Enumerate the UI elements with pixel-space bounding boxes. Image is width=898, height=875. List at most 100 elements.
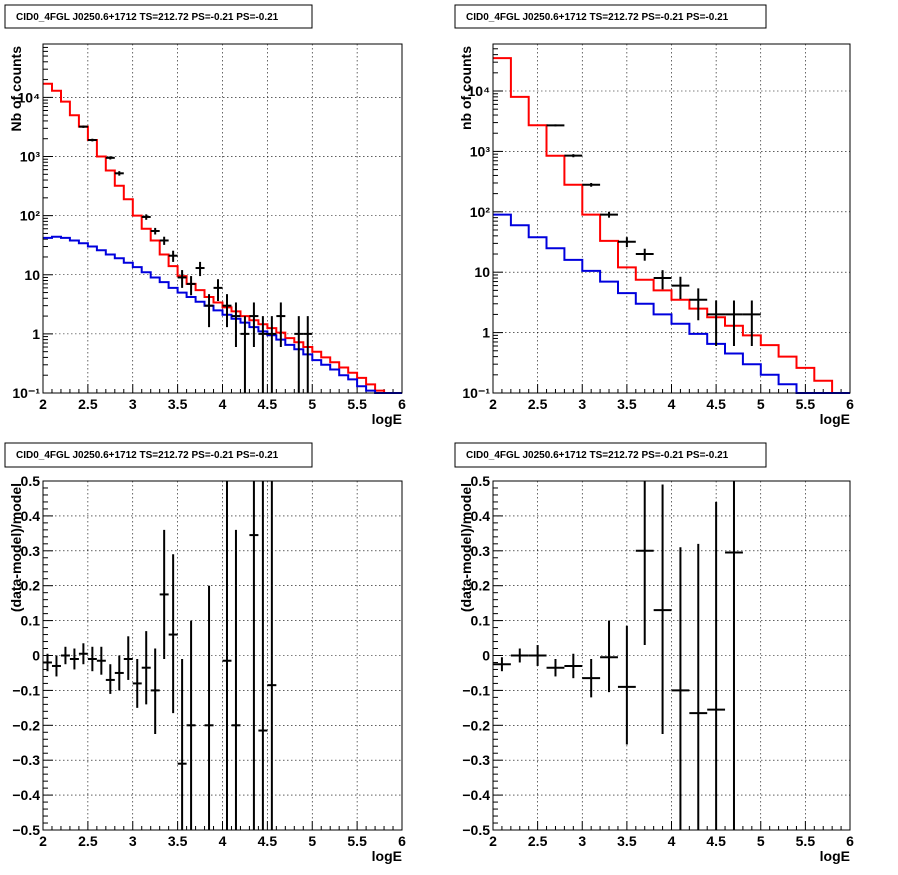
data-point xyxy=(177,658,187,830)
x-tick-label: 4.5 xyxy=(258,396,278,412)
y-tick-label: 0.1 xyxy=(21,613,41,629)
y-tick-label: −0.2 xyxy=(462,717,490,733)
y-tick-label: 0 xyxy=(482,648,490,664)
y-tick-label: 10⁴ xyxy=(18,89,41,105)
x-tick-label: 3.5 xyxy=(168,833,188,849)
data-point xyxy=(742,300,761,346)
title-box xyxy=(454,4,767,29)
data-point xyxy=(564,653,583,679)
data-point xyxy=(635,481,654,646)
chart-panel-4: CID0_4FGL J0250.6+1712 TS=212.72 PS=-0.2… xyxy=(454,442,854,864)
model-total-line xyxy=(43,82,402,394)
data-point xyxy=(258,481,268,830)
data-point xyxy=(168,250,178,262)
data-point xyxy=(186,620,196,830)
x-tick-label: 4 xyxy=(668,833,676,849)
data-point xyxy=(222,294,232,328)
data-point xyxy=(258,316,268,393)
data-point xyxy=(105,664,115,694)
data-point xyxy=(141,631,151,705)
data-point xyxy=(276,302,286,347)
x-tick-label: 4 xyxy=(668,396,676,412)
x-tick-label: 3 xyxy=(578,396,586,412)
x-tick-label: 5.5 xyxy=(347,833,367,849)
data-point xyxy=(510,648,529,663)
data-point xyxy=(707,300,726,346)
y-tick-label: −0.4 xyxy=(462,787,490,803)
x-tick-label: 2 xyxy=(489,833,497,849)
data-point xyxy=(653,270,672,290)
y-axis-label: nb of counts xyxy=(458,46,474,130)
data-point xyxy=(231,529,241,830)
x-tick-label: 3 xyxy=(129,396,137,412)
data-point xyxy=(600,620,618,693)
data-point xyxy=(213,279,223,301)
x-tick-label: 2.5 xyxy=(528,396,548,412)
chart-title: CID0_4FGL J0250.6+1712 TS=212.72 PS=-0.2… xyxy=(466,450,729,461)
y-tick-label: 10³ xyxy=(470,143,491,159)
data-point xyxy=(671,276,690,299)
x-tick-label: 3.5 xyxy=(617,833,637,849)
data-point xyxy=(87,646,97,672)
title-box xyxy=(4,4,313,29)
y-tick-label: 10 xyxy=(24,267,40,283)
chart-panel-2: CID0_4FGL J0250.6+1712 TS=212.72 PS=-0.2… xyxy=(454,4,854,427)
model-component-line xyxy=(43,235,402,394)
y-tick-label: −0.2 xyxy=(12,717,40,733)
y-tick-label: 10⁻¹ xyxy=(12,385,40,401)
x-tick-label: 3.5 xyxy=(617,396,637,412)
y-tick-label: −0.4 xyxy=(12,787,40,803)
chart-title: CID0_4FGL J0250.6+1712 TS=212.72 PS=-0.2… xyxy=(16,12,279,23)
x-axis-label: logE xyxy=(372,411,402,427)
x-tick-label: 2.5 xyxy=(78,396,98,412)
y-tick-label: 10 xyxy=(474,264,490,280)
data-point xyxy=(725,481,743,830)
data-point xyxy=(617,625,636,745)
y-axis-label: (data-model)/model xyxy=(8,483,24,612)
data-point xyxy=(600,211,618,218)
y-tick-label: 0.2 xyxy=(21,578,41,594)
x-tick-label: 6 xyxy=(846,396,854,412)
data-point xyxy=(150,648,160,735)
x-tick-label: 4 xyxy=(219,833,227,849)
y-tick-label: 0.4 xyxy=(21,508,41,524)
data-point xyxy=(653,484,672,735)
x-tick-label: 5 xyxy=(757,396,765,412)
data-point xyxy=(231,302,241,347)
x-tick-label: 5.5 xyxy=(796,833,816,849)
x-axis-label: logE xyxy=(820,411,850,427)
x-tick-label: 2.5 xyxy=(78,833,98,849)
title-box xyxy=(4,442,313,468)
data-point xyxy=(78,643,88,665)
data-point xyxy=(123,636,133,680)
data-point xyxy=(177,270,187,288)
data-point xyxy=(69,648,79,670)
x-tick-label: 2 xyxy=(489,396,497,412)
data-point xyxy=(96,646,106,675)
data-point xyxy=(689,288,708,321)
x-tick-label: 3 xyxy=(578,833,586,849)
x-tick-label: 6 xyxy=(846,833,854,849)
data-point xyxy=(564,154,583,158)
y-tick-label: −0.5 xyxy=(12,822,40,838)
data-point xyxy=(159,529,169,659)
data-point xyxy=(204,585,214,830)
data-point xyxy=(546,658,565,677)
data-point xyxy=(249,481,259,830)
y-tick-label: 0.5 xyxy=(21,473,41,489)
data-point xyxy=(493,657,511,672)
plot-frame xyxy=(492,480,851,831)
x-tick-label: 4.5 xyxy=(706,833,726,849)
data-point xyxy=(204,294,214,328)
y-tick-label: 0 xyxy=(32,648,40,664)
data-point xyxy=(132,658,142,708)
data-point xyxy=(159,236,169,245)
x-tick-label: 5 xyxy=(308,833,316,849)
data-point xyxy=(168,554,178,714)
y-tick-label: −0.1 xyxy=(462,682,490,698)
x-tick-label: 5.5 xyxy=(796,396,816,412)
y-tick-label: 0.2 xyxy=(471,578,491,594)
data-point xyxy=(141,214,151,220)
plot-frame xyxy=(42,480,403,831)
